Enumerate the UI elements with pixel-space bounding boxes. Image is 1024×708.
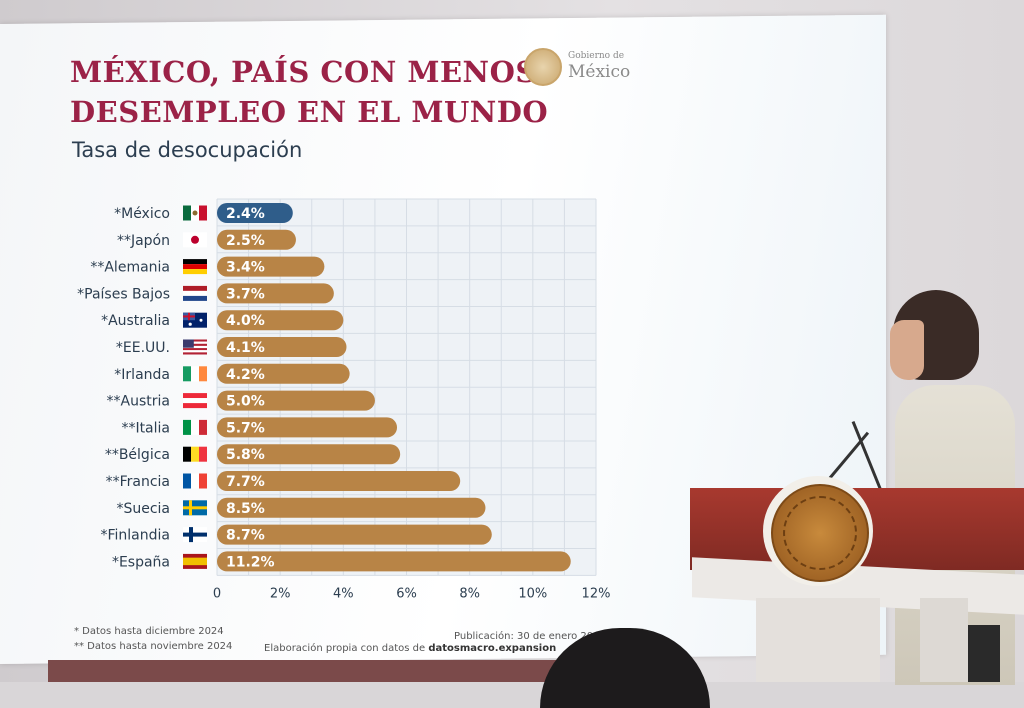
data-bar xyxy=(217,390,375,411)
bar-value-label: 11.2% xyxy=(226,554,275,570)
usa-flag-icon xyxy=(183,339,207,355)
data-bar xyxy=(217,283,334,304)
x-tick-label: 0 xyxy=(213,586,221,601)
bar-value-label: 4.2% xyxy=(226,367,265,383)
country-label: *EE.UU. xyxy=(116,340,170,356)
italy-flag-icon xyxy=(183,419,207,435)
unemployment-bar-chart: *México 2.4% **Japón 2.5% **Alemania 3.4% *Paí… xyxy=(77,198,611,601)
country-label: *España xyxy=(112,554,170,570)
slide-title-line2: DESEMPLEO EN EL MUNDO xyxy=(70,95,549,129)
austria-flag-icon xyxy=(183,393,207,409)
gobierno-de-mexico-logo: Gobierno de México xyxy=(524,48,644,88)
country-label: *Países Bajos xyxy=(77,286,170,302)
country-label: **Francia xyxy=(106,474,170,490)
bar-value-label: 2.5% xyxy=(226,233,265,249)
belgium-flag-icon xyxy=(183,446,207,462)
data-bar xyxy=(217,524,492,545)
data-bar xyxy=(217,310,344,331)
country-label: **Austria xyxy=(107,394,170,410)
source-site: datosmacro.expansion xyxy=(428,643,557,654)
netherlands-flag-icon xyxy=(183,285,207,301)
x-tick-label: 2% xyxy=(270,586,291,601)
x-tick-label: 8% xyxy=(459,586,480,601)
speaker-face xyxy=(890,320,924,380)
mexico-flag-icon xyxy=(183,205,207,221)
data-bar xyxy=(217,551,571,572)
bar-value-label: 5.7% xyxy=(226,420,265,436)
country-label: **Alemania xyxy=(90,260,170,276)
bar-value-label: 3.7% xyxy=(226,286,265,302)
screen-bottom-band xyxy=(48,660,648,682)
podium-seal-detail xyxy=(783,496,857,570)
footnote-november: ** Datos hasta noviembre 2024 xyxy=(74,641,233,652)
bar-value-label: 4.1% xyxy=(226,340,265,356)
bar-value-label: 4.0% xyxy=(226,313,265,329)
data-bar xyxy=(217,497,486,518)
bar-value-label: 3.4% xyxy=(226,260,265,276)
slide-subtitle: Tasa de desocupación xyxy=(72,138,303,162)
x-tick-label: 10% xyxy=(518,586,547,601)
australia-flag-icon xyxy=(183,312,207,328)
podium-column-right xyxy=(920,598,968,682)
podium-column xyxy=(756,598,880,682)
source-credit: Elaboración propia con datos de datosmac… xyxy=(264,643,556,654)
country-label: *México xyxy=(114,206,170,222)
data-bar xyxy=(217,337,347,357)
x-tick-label: 4% xyxy=(333,586,354,601)
country-label: **Japón xyxy=(117,233,170,249)
data-bar xyxy=(217,363,350,384)
publication-date: Publicación: 30 de enero 20 xyxy=(454,631,594,642)
slide-title: MÉXICO, PAÍS CON MENOS DESEMPLEO EN EL M… xyxy=(70,52,548,132)
slide-title-line1: MÉXICO, PAÍS CON MENOS xyxy=(70,55,537,89)
x-tick-label: 12% xyxy=(582,586,611,601)
data-bar xyxy=(217,229,296,250)
spain-flag-icon xyxy=(183,553,207,569)
germany-flag-icon xyxy=(183,259,207,275)
bar-value-label: 5.0% xyxy=(226,394,265,410)
logo-big-text: México xyxy=(568,62,631,82)
data-bar xyxy=(217,444,401,465)
x-tick-label: 6% xyxy=(396,586,417,601)
footnote-december: * Datos hasta diciembre 2024 xyxy=(74,626,224,637)
bar-value-label: 2.4% xyxy=(226,206,265,222)
data-bar xyxy=(217,417,398,438)
country-label: *Australia xyxy=(101,313,170,329)
bar-value-label: 8.5% xyxy=(226,501,265,517)
bar-value-label: 5.8% xyxy=(226,447,265,463)
national-seal-icon xyxy=(524,48,562,86)
country-label: **Italia xyxy=(121,420,170,436)
data-bar xyxy=(217,256,325,277)
country-label: **Bélgica xyxy=(105,447,170,463)
sweden-flag-icon xyxy=(183,500,207,516)
country-label: *Finlandia xyxy=(101,528,171,544)
source-prefix: Elaboración propia con datos de xyxy=(264,643,429,654)
country-label: *Irlanda xyxy=(114,367,170,383)
france-flag-icon xyxy=(183,473,207,489)
data-bar xyxy=(217,203,293,223)
ireland-flag-icon xyxy=(183,366,207,382)
finland-flag-icon xyxy=(183,527,207,543)
data-bar xyxy=(217,471,461,491)
bar-value-label: 8.7% xyxy=(226,528,265,544)
logo-small-text: Gobierno de xyxy=(568,51,625,61)
country-label: *Suecia xyxy=(116,501,170,517)
japan-flag-icon xyxy=(183,232,207,248)
bar-value-label: 7.7% xyxy=(226,474,265,490)
